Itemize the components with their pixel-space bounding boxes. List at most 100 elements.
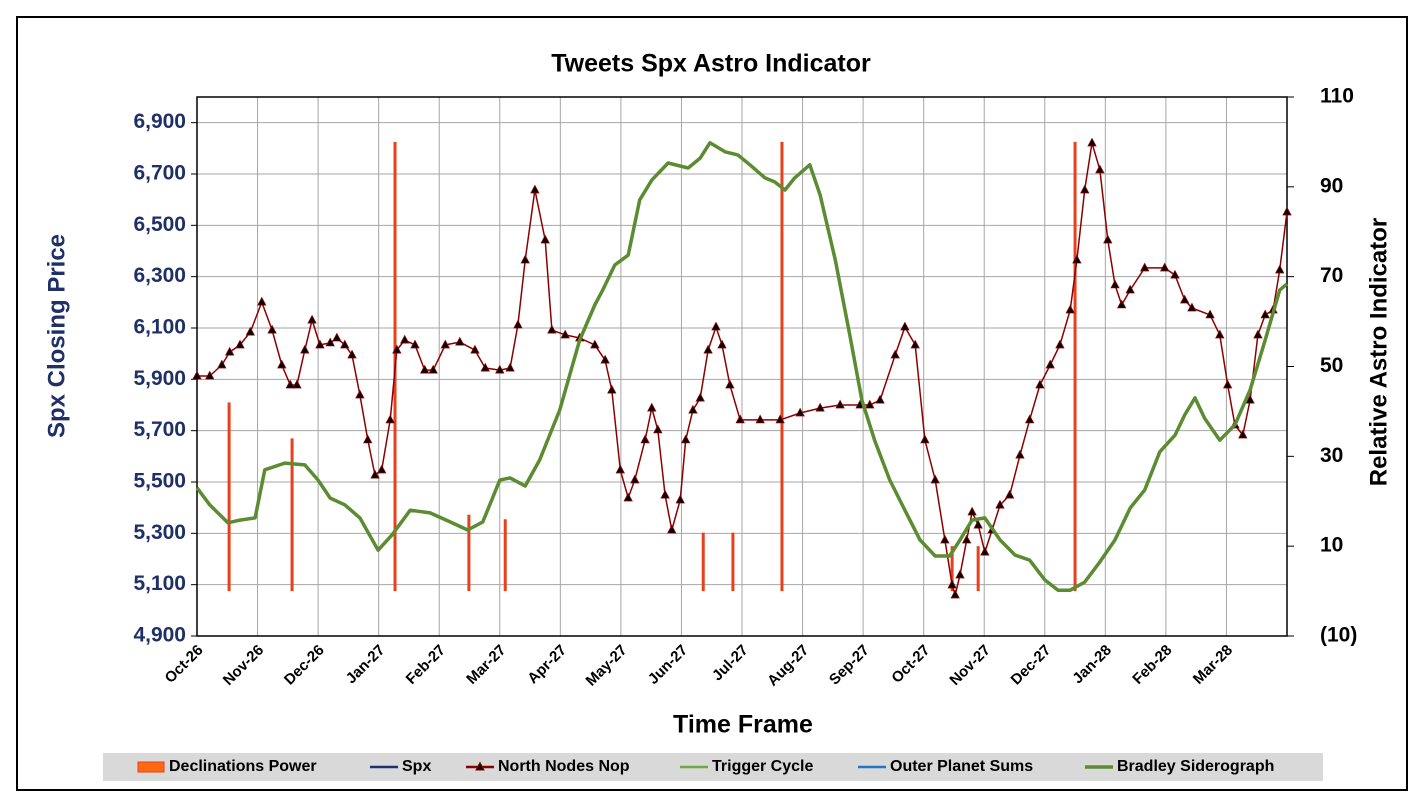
y-tick-label: 6,700 [133,162,186,185]
y2-tick-label: 10 [1320,534,1343,557]
marker [1140,262,1150,272]
marker [363,434,373,444]
marker [681,434,691,444]
marker [755,414,765,424]
marker [428,364,438,374]
y2-tick-label: 90 [1320,174,1343,197]
marker [392,344,402,354]
y-tick-label: 5,300 [133,521,186,544]
marker [340,339,350,349]
marker [967,506,977,516]
marker [675,494,685,504]
marker [347,349,357,359]
marker [1015,449,1025,459]
marker [370,469,380,479]
legend-marker [475,761,485,771]
marker [217,359,227,369]
marker [1072,254,1082,264]
marker [547,324,557,334]
legend [103,753,1323,781]
marker [955,569,965,579]
marker [267,324,277,334]
marker [1275,264,1285,274]
marker [890,349,900,359]
marker [725,379,735,389]
marker [1170,269,1180,279]
marker [1253,329,1263,339]
bar [467,514,471,592]
marker [600,354,610,364]
marker [900,321,910,331]
bar [290,438,294,592]
marker [530,184,540,194]
marker [590,339,600,349]
marker [1238,429,1248,439]
marker [667,524,677,534]
marker [930,474,940,484]
legend-label: North Nodes Nop [498,758,630,775]
marker [795,407,805,417]
bar [976,546,980,592]
marker [1282,206,1292,216]
marker [875,394,885,404]
marker [307,314,317,324]
marker [505,362,515,372]
marker [1117,299,1127,309]
y-tick-label: 6,300 [133,264,186,287]
marker [1103,234,1113,244]
marker [410,339,420,349]
y-tick-label: 4,900 [133,624,186,647]
marker [1222,379,1233,389]
marker [910,339,920,349]
marker [623,492,633,502]
marker [815,402,825,412]
marker [245,326,255,336]
marker [377,464,387,474]
marker [1055,339,1065,349]
marker [225,346,235,356]
legend-label: Spx [402,758,431,775]
y-axis-title: Spx Closing Price [43,234,70,438]
marker [961,534,972,544]
marker [192,370,202,380]
bar [950,546,954,592]
marker [1245,394,1255,404]
marker [703,344,713,354]
y2-tick-label: (10) [1320,624,1357,647]
marker [940,534,950,544]
line [195,141,1289,592]
marker [1160,262,1170,272]
marker [235,339,245,349]
marker [607,384,617,394]
y-tick-label: 5,500 [133,470,186,493]
marker [400,334,410,344]
marker [973,519,983,529]
marker [385,414,395,424]
marker [950,589,960,599]
marker [440,339,450,349]
legend-label: Bradley Siderograph [1117,758,1274,775]
marker [775,414,785,424]
marker [1205,309,1215,319]
legend-label: Trigger Cycle [712,758,813,775]
marker [520,254,530,264]
marker [1087,137,1097,147]
marker [480,362,490,372]
bar [227,402,231,592]
marker [653,424,663,434]
legend-label: Declinations Power [169,758,317,775]
marker [1260,309,1270,319]
marker [1004,489,1015,499]
marker [717,339,727,349]
chart-title: Tweets Spx Astro Indicator [551,50,871,78]
marker [300,344,310,354]
x-axis-title: Time Frame [673,711,813,739]
marker [1045,359,1055,369]
y2-tick-label: 30 [1320,444,1343,467]
marker [980,546,990,556]
y-tick-label: 5,900 [133,367,186,390]
y2-tick-label: 70 [1320,264,1343,287]
marker [1215,329,1225,339]
